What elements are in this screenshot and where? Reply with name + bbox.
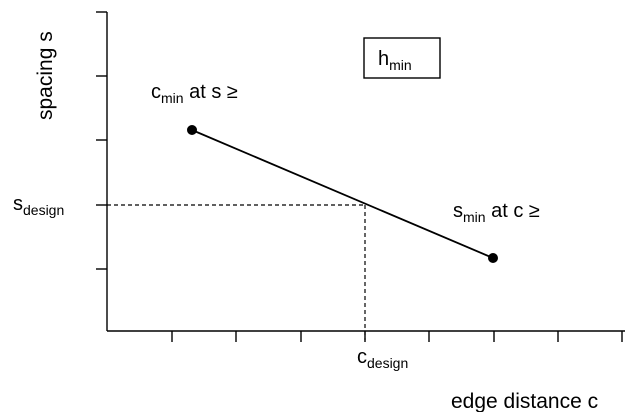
x-axis-ticks (171, 331, 623, 342)
cmin-label: cmin at s ≥ (151, 81, 238, 106)
x-axis-title: edge distance c (451, 390, 598, 412)
hmin-label: hmin (378, 48, 412, 73)
c-design-label: cdesign (357, 346, 408, 371)
y-axis-title: spacing s (34, 31, 57, 120)
s-design-label: sdesign (13, 193, 64, 218)
interaction-line (191, 129, 494, 259)
point-cmin (187, 125, 197, 135)
y-axis-ticks (96, 11, 107, 270)
hmin-box (363, 37, 441, 79)
smin-label: smin at c ≥ (453, 200, 540, 225)
point-smin (488, 253, 498, 263)
